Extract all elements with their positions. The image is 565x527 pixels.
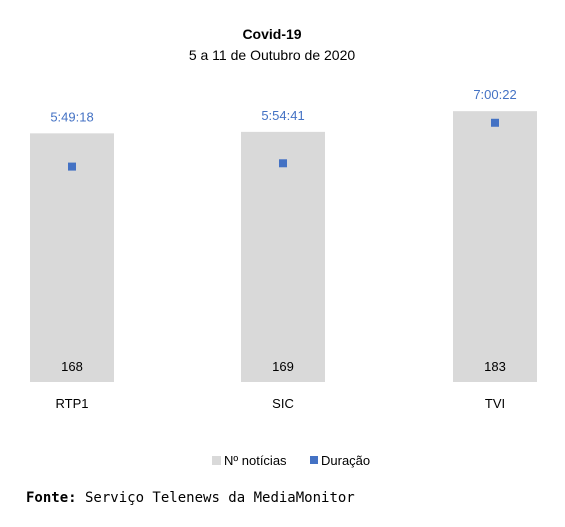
legend-label-duration: Duração bbox=[321, 453, 370, 468]
legend-swatch-news bbox=[212, 456, 221, 465]
bar-value-label: 168 bbox=[61, 359, 83, 374]
chart-title: Covid-19 bbox=[242, 26, 301, 42]
duration-value-label: 5:54:41 bbox=[261, 108, 304, 123]
duration-marker bbox=[279, 159, 287, 168]
duration-value-label: 5:49:18 bbox=[50, 109, 93, 124]
chart: Covid-19 5 a 11 de Outubro de 2020 168 5:… bbox=[30, 26, 537, 468]
legend-swatch-duration bbox=[310, 456, 318, 464]
duration-marker bbox=[68, 162, 76, 171]
chart-subtitle: 5 a 11 de Outubro de 2020 bbox=[189, 47, 356, 63]
duration-value-label: 7:00:22 bbox=[473, 87, 516, 102]
legend: Nº notícias Duração bbox=[212, 453, 370, 468]
bar-value-label: 169 bbox=[272, 359, 294, 374]
bar-tvi bbox=[453, 111, 537, 382]
plot-area: 168 5:49:18 RTP1 169 5:54:41 SIC 183 7:00:22 TVI bbox=[30, 87, 537, 411]
category-label: TVI bbox=[485, 396, 505, 411]
bar-sic bbox=[241, 131, 325, 382]
source-note: Fonte: Serviço Telenews da MediaMonitor bbox=[26, 490, 355, 506]
bar-value-label: 183 bbox=[484, 359, 506, 374]
category-label: SIC bbox=[272, 396, 294, 411]
category-label: RTP1 bbox=[56, 396, 89, 411]
bar-rtp1 bbox=[30, 133, 114, 382]
source-text: Serviço Telenews da MediaMonitor bbox=[76, 490, 355, 506]
legend-label-news: Nº notícias bbox=[224, 453, 287, 468]
duration-marker bbox=[491, 118, 499, 127]
source-label: Fonte: bbox=[26, 490, 77, 506]
